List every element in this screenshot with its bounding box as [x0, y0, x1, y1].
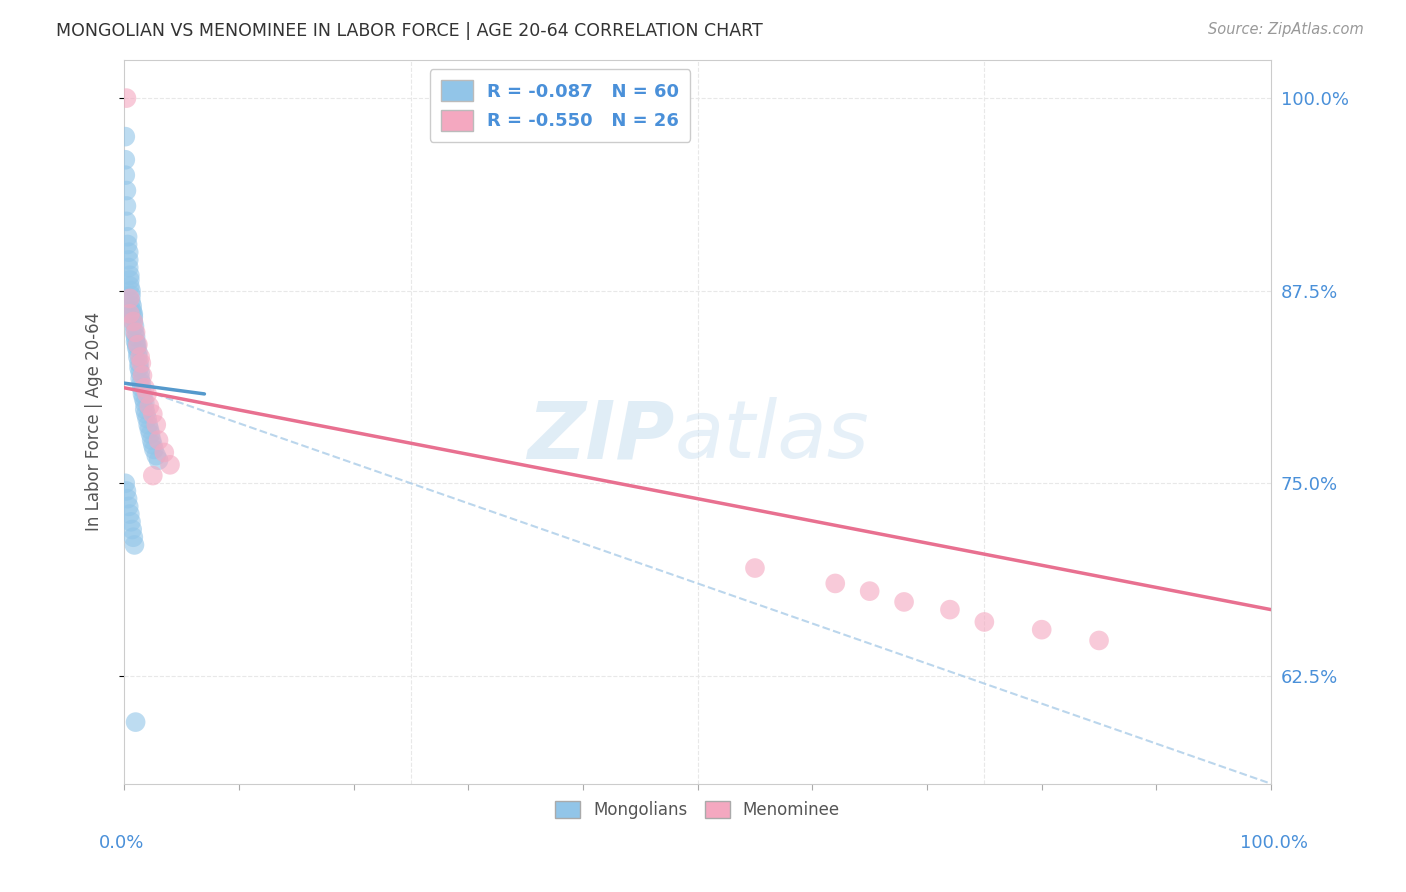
Point — [128, 356, 150, 370]
Text: atlas: atlas — [675, 397, 869, 475]
Point — [117, 237, 139, 252]
Point — [118, 307, 141, 321]
Point — [132, 392, 155, 406]
Point — [115, 483, 138, 498]
Point — [142, 438, 165, 452]
Point — [973, 615, 995, 629]
Point — [118, 260, 141, 275]
Point — [142, 442, 165, 457]
Point — [115, 214, 138, 228]
Point — [136, 387, 159, 401]
Point — [125, 337, 148, 351]
Point — [118, 507, 141, 521]
Text: 0.0%: 0.0% — [98, 834, 143, 852]
Point — [138, 422, 160, 436]
Legend: Mongolians, Menominee: Mongolians, Menominee — [548, 795, 846, 826]
Point — [127, 337, 149, 351]
Point — [115, 91, 138, 105]
Point — [115, 184, 138, 198]
Point — [141, 433, 163, 447]
Point — [1088, 633, 1111, 648]
Point — [127, 350, 149, 364]
Point — [122, 307, 145, 321]
Point — [118, 292, 141, 306]
Point — [122, 530, 145, 544]
Point — [114, 129, 136, 144]
Point — [136, 411, 159, 425]
Point — [124, 326, 146, 340]
Point — [148, 453, 170, 467]
Point — [121, 299, 143, 313]
Point — [122, 310, 145, 324]
Point — [131, 387, 153, 401]
Text: ZIP: ZIP — [527, 397, 675, 475]
Point — [159, 458, 181, 472]
Point — [117, 491, 139, 506]
Point — [139, 427, 162, 442]
Point — [127, 345, 149, 359]
Point — [142, 468, 165, 483]
Point — [118, 500, 141, 514]
Point — [114, 153, 136, 167]
Point — [118, 252, 141, 267]
Point — [124, 538, 146, 552]
Point — [1031, 623, 1053, 637]
Point — [124, 334, 146, 349]
Point — [124, 319, 146, 334]
Point — [142, 407, 165, 421]
Point — [124, 326, 146, 340]
Point — [131, 368, 153, 383]
Point — [117, 229, 139, 244]
Point — [136, 417, 159, 432]
Point — [138, 399, 160, 413]
Point — [129, 350, 152, 364]
Text: Source: ZipAtlas.com: Source: ZipAtlas.com — [1208, 22, 1364, 37]
Point — [131, 356, 153, 370]
Point — [148, 433, 170, 447]
Point — [118, 279, 141, 293]
Point — [121, 523, 143, 537]
Point — [153, 445, 176, 459]
Point — [145, 449, 167, 463]
Point — [134, 381, 156, 395]
Point — [120, 515, 142, 529]
Y-axis label: In Labor Force | Age 20-64: In Labor Force | Age 20-64 — [86, 312, 103, 532]
Point — [118, 268, 141, 283]
Point — [129, 365, 152, 379]
Point — [115, 199, 138, 213]
Point — [118, 273, 141, 287]
Point — [135, 407, 157, 421]
Point — [939, 602, 962, 616]
Point — [114, 168, 136, 182]
Point — [128, 360, 150, 375]
Point — [120, 284, 142, 298]
Point — [124, 330, 146, 344]
Point — [121, 303, 143, 318]
Point — [893, 595, 915, 609]
Point — [118, 245, 141, 260]
Point — [120, 294, 142, 309]
Point — [145, 417, 167, 432]
Point — [129, 371, 152, 385]
Point — [131, 376, 153, 391]
Point — [122, 314, 145, 328]
Text: MONGOLIAN VS MENOMINEE IN LABOR FORCE | AGE 20-64 CORRELATION CHART: MONGOLIAN VS MENOMINEE IN LABOR FORCE | … — [56, 22, 763, 40]
Point — [134, 396, 156, 410]
Point — [824, 576, 846, 591]
Point — [125, 341, 148, 355]
Point — [114, 476, 136, 491]
Point — [120, 288, 142, 302]
Point — [124, 715, 146, 730]
Point — [134, 402, 156, 417]
Text: 100.0%: 100.0% — [1240, 834, 1308, 852]
Point — [744, 561, 766, 575]
Point — [859, 584, 882, 599]
Point — [122, 314, 145, 328]
Point — [131, 381, 153, 395]
